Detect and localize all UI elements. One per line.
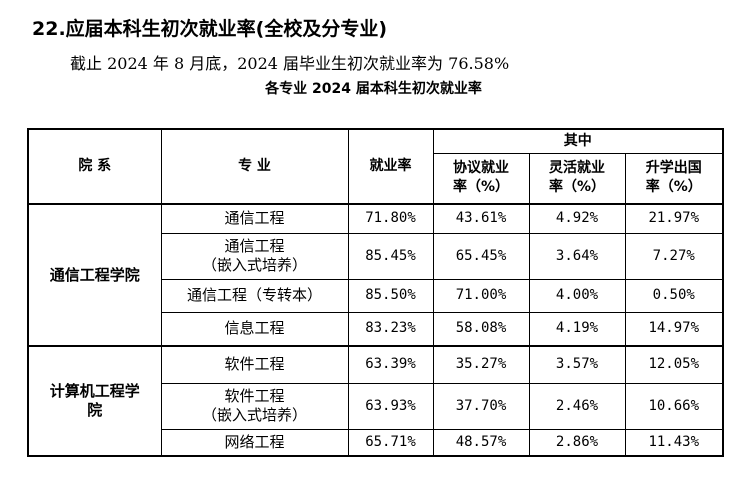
major-cell: 通信工程 xyxy=(160,203,349,234)
rate-cell: 48.57% xyxy=(432,428,530,457)
department-cell: 计算机工程学 院 xyxy=(27,345,162,457)
rate-cell: 37.70% xyxy=(432,382,530,430)
rate-cell: 63.39% xyxy=(347,345,434,384)
major-cell: 软件工程 （嵌入式培养） xyxy=(160,382,349,430)
rate-cell: 10.66% xyxy=(624,382,724,430)
table-row: 软件工程 （嵌入式培养） 63.93% 37.70% 2.46% 10.66% xyxy=(28,382,724,430)
employment-table: 院 系 专 业 就业率 其中 协议就业 率（%） 灵活就业 率（%） 升学出国 … xyxy=(27,128,724,457)
rate-cell: 58.08% xyxy=(432,311,530,347)
rate-cell: 71.80% xyxy=(347,203,434,234)
rate-cell: 12.05% xyxy=(624,345,724,384)
table-row: 通信工程 （嵌入式培养） 85.45% 65.45% 3.64% 7.27% xyxy=(28,232,724,280)
major-cell: 网络工程 xyxy=(160,428,349,457)
rate-cell: 65.45% xyxy=(432,232,530,280)
table-row: 网络工程 65.71% 48.57% 2.86% 11.43% xyxy=(28,428,724,457)
summary: 截止 2024 年 8 月底，2024 届毕业生初次就业率为 76.58% xyxy=(70,54,510,73)
rate-cell: 3.64% xyxy=(528,232,626,280)
department-cell: 通信工程学院 xyxy=(27,203,162,347)
rate-cell: 4.19% xyxy=(528,311,626,347)
rate-cell: 11.43% xyxy=(624,428,724,457)
rate-cell: 83.23% xyxy=(347,311,434,347)
major-cell: 信息工程 xyxy=(160,311,349,347)
rate-cell: 7.27% xyxy=(624,232,724,280)
header-cell: 就业率 xyxy=(347,128,434,205)
rate-cell: 85.45% xyxy=(347,232,434,280)
rate-cell: 4.92% xyxy=(528,203,626,234)
rate-cell: 65.71% xyxy=(347,428,434,457)
table-caption: 各专业 2024 届本科生初次就业率 xyxy=(265,81,482,97)
rate-cell: 71.00% xyxy=(432,278,530,313)
rate-cell: 21.97% xyxy=(624,203,724,234)
header-cell: 院 系 xyxy=(27,128,162,205)
major-cell: 通信工程（专转本） xyxy=(160,278,349,313)
rate-cell: 0.50% xyxy=(624,278,724,313)
rate-cell: 14.97% xyxy=(624,311,724,347)
header-cell: 其中 xyxy=(432,128,724,154)
rate-cell: 3.57% xyxy=(528,345,626,384)
rate-cell: 35.27% xyxy=(432,345,530,384)
rate-cell: 4.00% xyxy=(528,278,626,313)
section-title: 22.应届本科生初次就业率(全校及分专业) xyxy=(32,18,388,40)
table-row: 通信工程学院 通信工程 71.80% 43.61% 4.92% 21.97% xyxy=(27,203,724,347)
rate-cell: 85.50% xyxy=(347,278,434,313)
header-cell: 灵活就业 率（%） xyxy=(528,152,626,205)
table-row: 计算机工程学 院软件工程 63.39% 35.27% 3.57% 12.05% xyxy=(27,345,724,457)
rate-cell: 63.93% xyxy=(347,382,434,430)
major-cell: 软件工程 xyxy=(160,345,349,384)
major-cell: 通信工程 （嵌入式培养） xyxy=(160,232,349,280)
rate-cell: 2.86% xyxy=(528,428,626,457)
table-body: 通信工程学院 通信工程 71.80% 43.61% 4.92% 21.97% 通信工程 （嵌… xyxy=(27,203,724,457)
header-cell: 协议就业 率（%） xyxy=(432,152,530,205)
rate-cell: 2.46% xyxy=(528,382,626,430)
rate-cell: 43.61% xyxy=(432,203,530,234)
header-cell: 升学出国 率（%） xyxy=(624,152,724,205)
header-cell: 专 业 xyxy=(160,128,349,205)
